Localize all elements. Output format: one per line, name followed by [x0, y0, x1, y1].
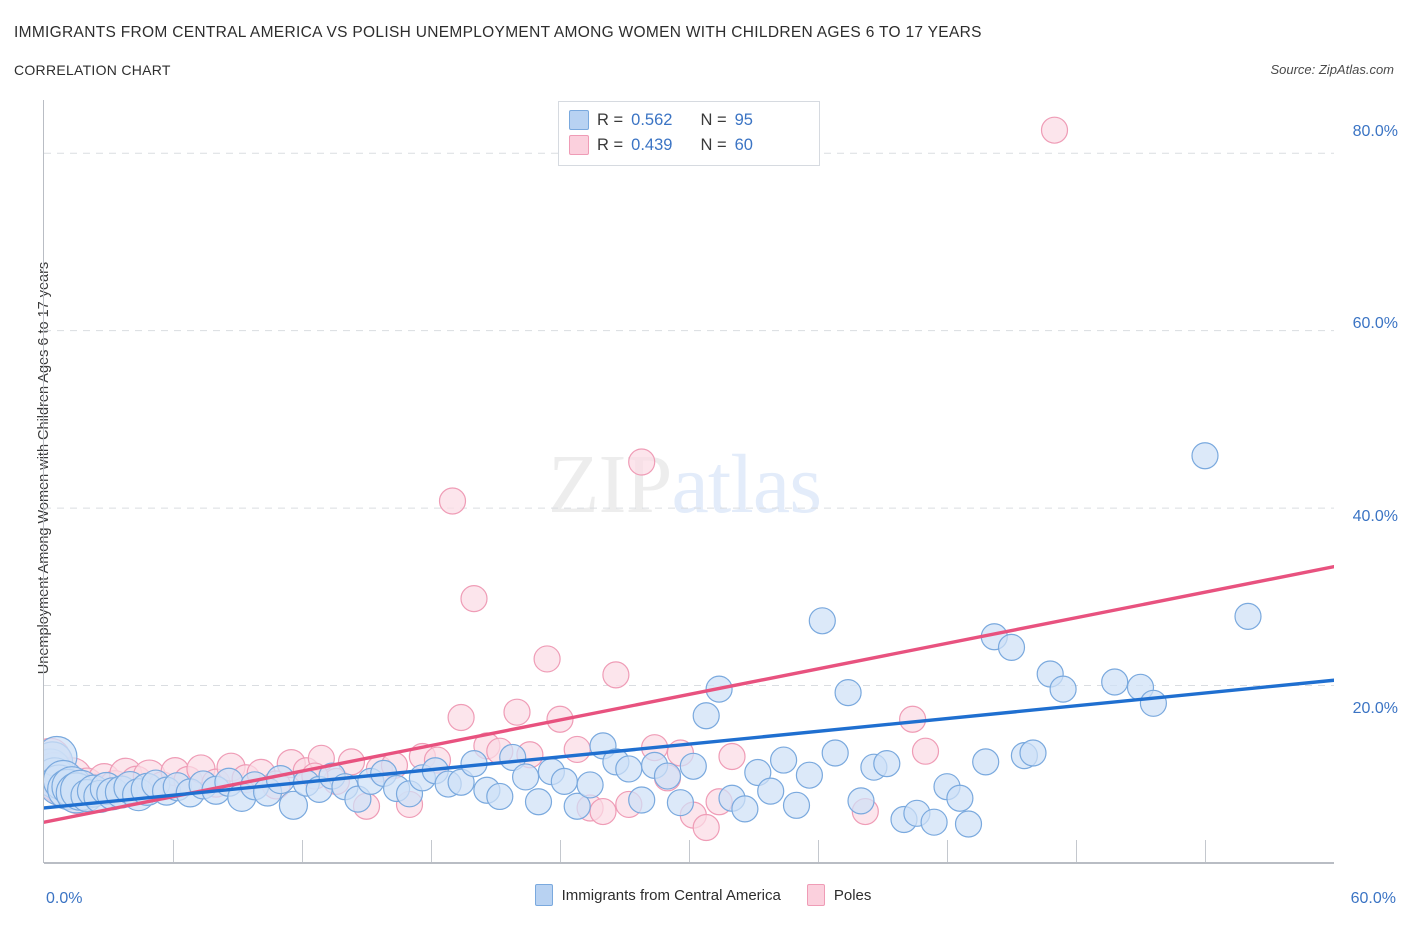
stats-r-label-blue: R = [597, 111, 624, 129]
data-point [512, 763, 540, 791]
data-point [972, 748, 1000, 776]
x-axis-tick [1076, 840, 1077, 862]
data-point [602, 661, 630, 689]
data-point [692, 813, 720, 842]
data-point [744, 758, 772, 787]
x-axis-line [44, 862, 1334, 864]
y-tick-label-60: 60.0% [1352, 315, 1398, 332]
stats-r-value-blue: 0.562 [631, 111, 673, 129]
y-tick-label-20: 20.0% [1352, 700, 1398, 717]
stats-row-pink: R = 0.439 N = 60 [569, 133, 809, 158]
data-point [954, 810, 983, 838]
data-point [782, 791, 811, 819]
data-point [834, 679, 862, 707]
x-axis-tick [1205, 840, 1206, 862]
x-axis-tick [947, 840, 948, 862]
stats-n-value-blue: 95 [734, 111, 753, 129]
series-swatch-icon-pink [569, 135, 589, 156]
x-tick-label-max: 60.0% [1350, 890, 1396, 907]
data-point [265, 765, 296, 795]
stats-r-label-pink: R = [597, 135, 624, 154]
legend-swatch-icon-pink [806, 884, 825, 906]
y-tick-label-80: 80.0% [1352, 123, 1398, 140]
data-point [628, 786, 656, 814]
chart-subtitle: CORRELATION CHART [14, 62, 171, 78]
data-point [1040, 116, 1069, 144]
data-point [718, 742, 746, 771]
legend-item-poles[interactable]: Poles [806, 884, 872, 906]
data-point [563, 735, 591, 764]
data-point [576, 771, 604, 799]
x-axis-tick [302, 840, 303, 862]
chart-legend: Immigrants from Central America Poles [0, 884, 1406, 906]
data-point [1101, 668, 1129, 696]
plot-area [44, 100, 1334, 863]
data-point [1139, 689, 1168, 717]
data-point [447, 703, 475, 732]
series-points-immigrants [44, 442, 1262, 838]
stats-r-value-pink: 0.439 [631, 135, 673, 154]
data-point [278, 790, 308, 820]
stats-row-blue: R = 0.562 N = 95 [569, 108, 809, 133]
correlation-stats-box: R = 0.562 N = 95 R = 0.439 N = 60 [558, 101, 820, 166]
trendline-poles [44, 564, 1334, 824]
x-tick-label-min: 0.0% [46, 890, 83, 907]
y-axis-line [43, 100, 44, 863]
x-axis-tick [431, 840, 432, 862]
x-axis-tick [818, 840, 819, 862]
data-point [628, 448, 656, 476]
data-point [1234, 602, 1262, 630]
data-point [679, 752, 707, 780]
x-axis-tick [173, 840, 174, 862]
data-point [946, 784, 974, 812]
data-point [1019, 739, 1047, 767]
data-point [550, 767, 578, 795]
data-point [438, 487, 467, 515]
data-point [795, 761, 824, 789]
legend-label-poles: Poles [833, 886, 872, 904]
x-axis-tick [689, 840, 690, 862]
legend-label-immigrants: Immigrants from Central America [561, 886, 781, 904]
scatter-plot-svg [44, 116, 1334, 842]
data-point [769, 746, 798, 774]
x-axis-tick [560, 840, 561, 862]
data-point [615, 755, 643, 783]
data-point [503, 698, 531, 726]
stats-n-label-pink: N = [700, 135, 727, 154]
data-point [692, 702, 720, 730]
legend-item-immigrants[interactable]: Immigrants from Central America [534, 884, 781, 906]
source-attribution: Source: ZipAtlas.com [1270, 62, 1394, 77]
data-point [757, 777, 785, 805]
data-point [563, 792, 591, 820]
data-point [847, 787, 875, 815]
data-point [997, 633, 1026, 662]
data-point [821, 739, 849, 767]
data-point [486, 782, 514, 811]
page-title: IMMIGRANTS FROM CENTRAL AMERICA VS POLIS… [14, 24, 982, 41]
data-point [589, 797, 617, 826]
series-points-poles [44, 116, 1069, 842]
data-point [653, 762, 682, 790]
data-point [898, 705, 927, 733]
legend-swatch-icon-blue [534, 884, 553, 906]
data-point [524, 788, 553, 816]
data-point [1049, 675, 1077, 703]
data-point [873, 750, 901, 778]
series-swatch-icon-blue [569, 110, 589, 131]
data-point [808, 607, 836, 635]
stats-n-label-blue: N = [700, 111, 727, 129]
data-point [666, 789, 695, 817]
y-tick-label-40: 40.0% [1352, 508, 1398, 525]
data-point [911, 737, 940, 765]
data-point [920, 808, 948, 836]
data-point [533, 645, 561, 673]
data-point [460, 585, 488, 613]
data-point [447, 768, 475, 796]
stats-n-value-pink: 60 [734, 135, 753, 154]
data-point [731, 795, 759, 823]
trendline-immigrants [44, 678, 1334, 810]
data-point [1191, 442, 1219, 470]
